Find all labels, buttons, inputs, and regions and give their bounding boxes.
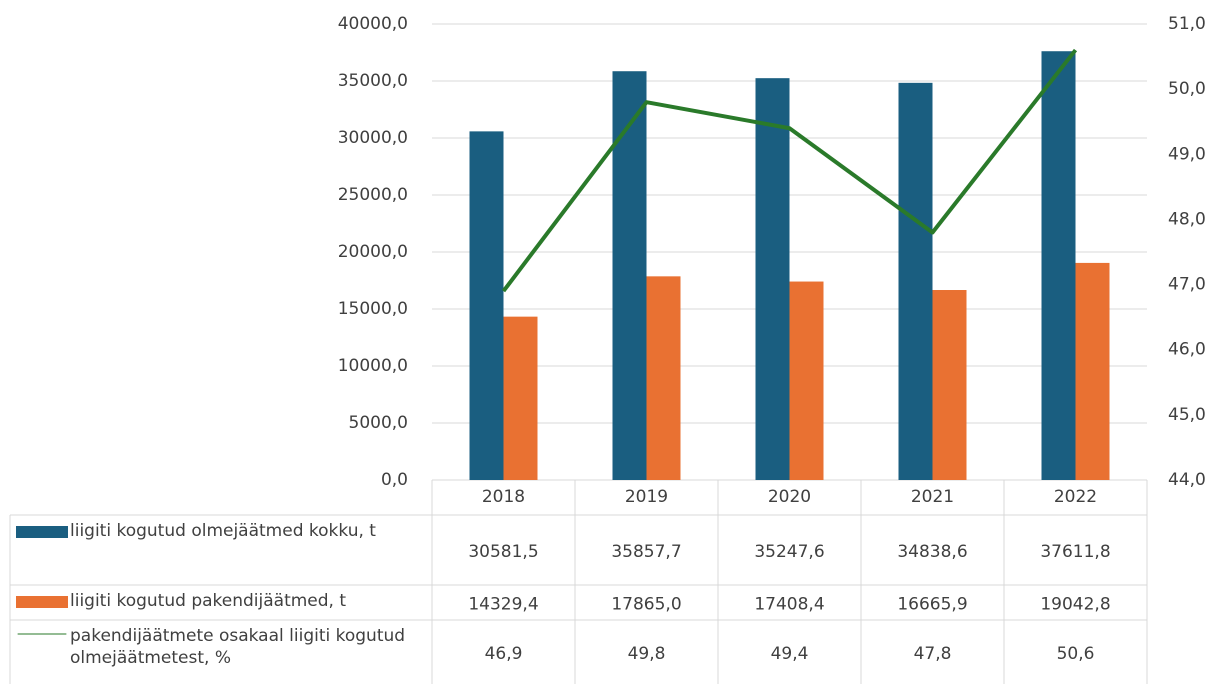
table-value: 14329,4 <box>468 595 538 615</box>
x-tick-label: 2022 <box>1054 487 1097 507</box>
table-value: 30581,5 <box>468 542 538 562</box>
table-value: 47,8 <box>914 644 952 664</box>
table-value: 50,6 <box>1057 644 1095 664</box>
x-tick-label: 2021 <box>911 487 954 507</box>
table-value: 49,8 <box>628 644 666 664</box>
bar <box>1041 51 1076 481</box>
bar <box>503 316 538 480</box>
y2-tick-label: 46,0 <box>1168 340 1206 360</box>
bar <box>755 78 790 480</box>
y2-tick-label: 51,0 <box>1168 14 1206 34</box>
table-value: 35857,7 <box>611 542 681 562</box>
table-value: 49,4 <box>771 644 809 664</box>
y2-tick-label: 48,0 <box>1168 209 1206 229</box>
table-value: 34838,6 <box>897 542 967 562</box>
bar <box>612 71 647 480</box>
legend-label: pakendijäätmete osakaal liigiti kogutud … <box>70 626 406 668</box>
x-tick-label: 2020 <box>768 487 811 507</box>
y-tick-label: 30000,0 <box>338 128 408 148</box>
table-value: 35247,6 <box>754 542 824 562</box>
y-tick-label: 20000,0 <box>338 242 408 262</box>
x-tick-label: 2018 <box>482 487 525 507</box>
legend-key <box>16 526 68 538</box>
table-value: 19042,8 <box>1040 595 1110 615</box>
x-tick-label: 2019 <box>625 487 668 507</box>
bar <box>1075 262 1110 480</box>
y2-tick-label: 50,0 <box>1168 79 1206 99</box>
legend-label: liigiti kogutud olmejäätmed kokku, t <box>70 521 376 541</box>
bar <box>789 281 824 480</box>
bar <box>932 290 967 480</box>
legend-key <box>16 596 68 608</box>
y-tick-label: 25000,0 <box>338 185 408 205</box>
y-tick-label: 35000,0 <box>338 71 408 91</box>
line-series <box>501 48 1078 293</box>
y2-tick-label: 44,0 <box>1168 470 1206 490</box>
table-value: 17865,0 <box>611 595 681 615</box>
table-value: 17408,4 <box>754 595 824 615</box>
table-value: 46,9 <box>485 644 523 664</box>
y-tick-label: 40000,0 <box>338 14 408 34</box>
y-tick-label: 5000,0 <box>349 413 408 433</box>
table-value: 16665,9 <box>897 595 967 615</box>
y-tick-label: 10000,0 <box>338 356 408 376</box>
bar <box>898 82 933 480</box>
y-tick-label: 0,0 <box>381 470 408 490</box>
bar <box>646 276 681 480</box>
y-tick-label: 15000,0 <box>338 299 408 319</box>
y2-tick-label: 45,0 <box>1168 405 1206 425</box>
y2-tick-label: 49,0 <box>1168 144 1206 164</box>
y2-tick-label: 47,0 <box>1168 275 1206 295</box>
table-value: 37611,8 <box>1040 542 1110 562</box>
bar <box>469 131 504 480</box>
legend-label: liigiti kogutud pakendijäätmed, t <box>70 591 347 611</box>
